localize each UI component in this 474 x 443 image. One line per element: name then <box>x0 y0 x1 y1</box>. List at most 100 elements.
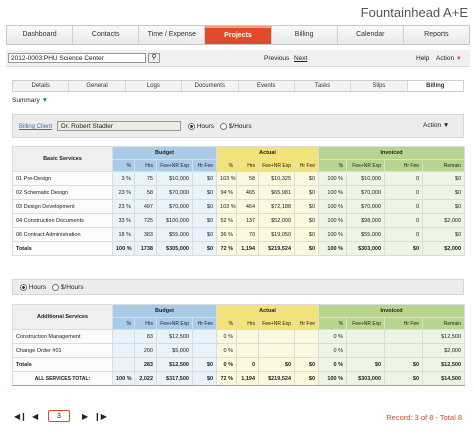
cell-b-hrfee: $0 <box>191 199 218 214</box>
col-pct: % <box>112 317 135 330</box>
cell-a-fee: $72,188 <box>258 199 296 214</box>
cell-remain: $0 <box>422 171 466 186</box>
mode-hours-option-2[interactable]: Hours <box>20 284 46 291</box>
cell-i-hrfee: $0 <box>384 357 424 372</box>
cell-b-hrs: 725 <box>134 213 157 228</box>
mode-dollars-label: $/Hours <box>60 284 84 292</box>
cell-a-pct: 94 % <box>216 185 238 200</box>
last-page-icon[interactable]: ❙▶ <box>94 412 107 421</box>
tab-dashboard[interactable]: Dashboard <box>7 26 74 44</box>
cell-remain: $2,000 <box>422 343 466 358</box>
cell-a-hrfee <box>294 329 320 344</box>
cell-i-fee <box>346 343 386 358</box>
cell-i-fee: $0 <box>346 357 386 372</box>
totals-row: Totals 283 $12,500 $0 0 % 0 $0 $0 0 % $0 $0 $12,500 <box>12 357 466 372</box>
prev-page-icon[interactable]: ◀ <box>32 412 39 421</box>
client-action-menu[interactable]: Action ▼ <box>423 122 449 129</box>
col-fee: Fee+NR Exp <box>258 159 296 172</box>
cell-a-hrfee <box>294 343 320 358</box>
cell-a-fee: $219,524 <box>258 241 296 256</box>
actual-header: Actual <box>216 304 320 318</box>
col-hrs: Hrs <box>236 159 260 172</box>
hours-toggle-bar <box>12 279 464 295</box>
action-menu-label: Action <box>436 55 455 62</box>
cell-a-hrfee: $0 <box>294 241 320 256</box>
row-label: Totals <box>12 357 113 372</box>
cell-i-hrfee <box>384 329 424 344</box>
col-pct: % <box>216 317 238 330</box>
subtab-slips[interactable]: Slips <box>351 81 408 91</box>
cell-a-fee: $10,325 <box>258 171 296 186</box>
cell-a-pct: 52 % <box>216 213 238 228</box>
row-label: 03 Design Development <box>12 199 113 214</box>
cell-b-hrfee: $0 <box>191 227 218 242</box>
summary-dropdown[interactable]: Summary ▼ <box>12 97 48 104</box>
col-hrfee: Hr Fee <box>294 159 320 172</box>
subtab-documents[interactable]: Documents <box>182 81 239 91</box>
next-page-icon[interactable]: ▶ <box>82 412 89 421</box>
cell-i-fee <box>346 329 386 344</box>
mode-hours-option[interactable]: Hours <box>188 123 214 130</box>
cell-i-hrfee: 0 <box>384 199 424 214</box>
record-status: Record: 3 of 8 - Total 8 <box>386 413 462 422</box>
col-hrfee: Hr Fee <box>384 317 424 330</box>
subtab-events[interactable]: Events <box>239 81 295 91</box>
tab-reports[interactable]: Reports <box>424 31 449 38</box>
cell-b-pct: 18 % <box>112 227 135 242</box>
cell-i-pct: 0 % <box>318 357 348 372</box>
table-row: Construction Management 83 $12,500 0 % 0 % $1… <box>12 329 466 344</box>
totals-row: Totals 100 % 1738 $305,000 $0 72 % 1,194 $219,5… <box>12 241 466 256</box>
cell-i-pct: 0 % <box>318 343 348 358</box>
help-link[interactable]: Help <box>416 55 430 62</box>
subtab-logs[interactable]: Logs <box>126 81 183 91</box>
mode-dollars-option-2[interactable]: $/Hours <box>52 284 84 291</box>
col-hrfee: Hr Fee <box>384 159 424 172</box>
additional-services-header: Additional Services <box>12 304 113 330</box>
action-menu[interactable]: Action ▼ <box>436 55 462 62</box>
billing-client-field[interactable]: Dr. Robert Stadler <box>57 121 181 131</box>
cell-i-fee: $303,000 <box>346 371 386 386</box>
table-row: 06 Contract Administration 18 % 383 $55,000… <box>12 227 466 242</box>
page-number-field[interactable]: 3 <box>48 410 70 422</box>
table-row: 04 Construction Documents 33 % 725 $100,000… <box>12 213 466 228</box>
previous-link[interactable]: Previous <box>264 55 290 62</box>
col-hrfee: Hr Fee <box>191 317 218 330</box>
billing-client-link[interactable]: Billing Client <box>19 124 53 130</box>
cell-i-pct: 100 % <box>318 185 348 200</box>
cell-i-hrfee: 0 <box>384 171 424 186</box>
cell-b-hrfee: $0 <box>191 357 218 372</box>
cell-b-fee: $10,000 <box>156 171 193 186</box>
cell-i-pct: 100 % <box>318 241 348 256</box>
search-icon[interactable]: ⚲ <box>148 53 160 63</box>
cell-a-hrs: 465 <box>236 185 260 200</box>
cell-i-hrfee: 0 <box>384 185 424 200</box>
subtab-tasks[interactable]: Tasks <box>295 81 352 91</box>
cell-b-hrs: 2,022 <box>134 371 157 386</box>
cell-a-fee: $219,524 <box>258 371 296 386</box>
mode-dollars-option[interactable]: $/Hours <box>220 123 252 130</box>
basic-services-table: Basic Services Budget Actual Invoiced % … <box>12 146 466 256</box>
tab-contacts[interactable]: Contacts <box>73 26 140 44</box>
tab-calendar[interactable]: Calendar <box>338 26 404 44</box>
cell-b-pct: 100 % <box>112 371 135 386</box>
cell-a-pct: 0 % <box>216 357 238 372</box>
cell-b-hrs: 497 <box>134 199 157 214</box>
row-label: 04 Construction Documents <box>12 213 113 228</box>
cell-remain: $14,500 <box>422 371 466 386</box>
cell-a-fee <box>258 343 296 358</box>
main-tab-bar: Dashboard Contacts Time / Expense Projec… <box>6 25 470 45</box>
radio-selected-icon <box>20 284 27 291</box>
cell-a-hrs: 0 <box>236 357 260 372</box>
tab-billing[interactable]: Billing <box>272 26 338 44</box>
subtab-general[interactable]: General <box>69 81 126 91</box>
subtab-billing[interactable]: Billing <box>407 81 463 91</box>
project-field[interactable]: 2012-0003:PHU Science Center <box>8 53 146 63</box>
cell-a-fee: $0 <box>258 357 296 372</box>
cell-i-pct: 100 % <box>318 213 348 228</box>
tab-time-expense[interactable]: Time / Expense <box>139 26 206 44</box>
tab-projects[interactable]: Projects <box>205 26 272 44</box>
next-link[interactable]: Next <box>294 55 308 62</box>
first-page-icon[interactable]: ◀❙ <box>14 412 27 421</box>
col-pct: % <box>318 317 348 330</box>
subtab-details[interactable]: Details <box>13 81 70 91</box>
